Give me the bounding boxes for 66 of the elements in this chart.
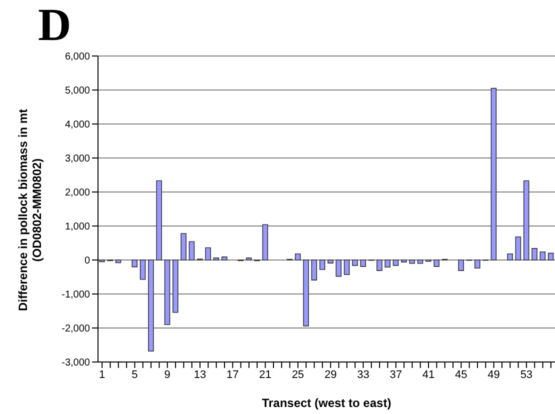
bar: [303, 260, 309, 326]
bar: [434, 260, 440, 267]
y-tick-label: 2,000: [64, 188, 90, 199]
x-tick-label: 25: [292, 368, 304, 381]
y-tick-label: 4,000: [64, 120, 90, 131]
bar: [140, 260, 146, 280]
bar: [328, 260, 334, 264]
bar: [376, 260, 382, 271]
bar: [172, 260, 178, 313]
y-tick-label: 3,000: [64, 154, 90, 165]
x-tick-label: 41: [422, 368, 435, 381]
y-tick-label: 1,000: [64, 222, 90, 233]
y-tick-label: -1,000: [62, 290, 90, 301]
bar: [115, 260, 122, 264]
x-tick-label: 37: [390, 368, 402, 381]
chart-title: D: [38, 0, 72, 50]
bar: [523, 180, 530, 260]
x-tick-label: 33: [357, 368, 370, 381]
bar: [417, 260, 424, 264]
bar: [221, 256, 228, 260]
bar: [548, 252, 554, 260]
bar: [360, 260, 366, 267]
bar: [156, 180, 162, 260]
y-tick-label: 6,000: [64, 52, 90, 63]
x-tick-label: 49: [488, 368, 500, 381]
bar: [392, 260, 399, 266]
bar: [532, 248, 538, 260]
bar: [311, 260, 318, 280]
bar: [246, 258, 252, 260]
x-tick-label: 29: [324, 368, 337, 381]
bar: [180, 233, 186, 260]
bar: [188, 241, 195, 260]
x-tick-label: 53: [520, 368, 533, 381]
bar: [507, 253, 513, 260]
bar: [319, 260, 326, 270]
bar: [294, 253, 301, 260]
bar: [474, 260, 480, 269]
bar: [352, 260, 358, 266]
y-tick-label: -2,000: [62, 324, 90, 335]
x-tick-label: 17: [226, 368, 239, 381]
x-axis-title: Transect (west to east): [260, 396, 392, 410]
x-tick-label: 5: [132, 368, 138, 381]
y-tick-label: 0: [84, 256, 90, 267]
bar: [515, 236, 522, 260]
bar: [336, 260, 342, 277]
bar: [401, 260, 407, 262]
bar: [164, 260, 170, 325]
bar: [458, 260, 464, 271]
x-tick-label: 45: [455, 368, 468, 381]
bar: [132, 260, 138, 268]
y-axis-title: Difference in pollock biomass in mt (OD0802-MM0802): [16, 108, 44, 314]
bar: [213, 258, 220, 260]
bar: [540, 251, 546, 260]
x-tick-label: 1: [99, 368, 106, 381]
bar: [205, 247, 211, 260]
bar: [262, 224, 268, 260]
bar: [409, 260, 415, 264]
bar: [490, 88, 497, 260]
x-tick-label: 9: [164, 368, 170, 381]
bar: [344, 260, 350, 276]
x-tick-label: 21: [259, 368, 272, 381]
bar: [384, 260, 390, 268]
bar: [148, 260, 154, 352]
y-tick-label: -3,000: [62, 358, 90, 369]
y-tick-label: 5,000: [64, 86, 90, 97]
x-tick-label: 13: [194, 368, 206, 381]
